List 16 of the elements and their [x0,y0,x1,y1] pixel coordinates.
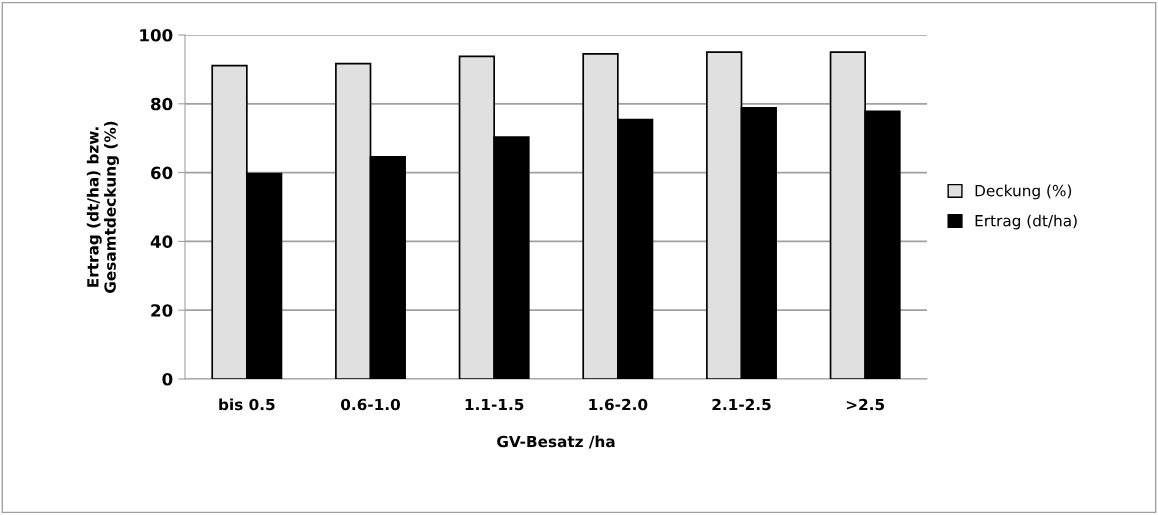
x-tick-label: 0.6-1.0 [341,398,401,411]
y-tick-label: 40 [150,235,173,248]
x-tick-label: 1.6-2.0 [589,398,648,411]
y-tick-label: 80 [151,97,173,111]
legend-label: Ertrag (dt/ha) [975,214,1077,230]
y-axis-title: Ertrag (dt/ha) bzw. Gesamtdeckung (%) [86,121,119,293]
x-tick-label: 1.1-1.5 [465,398,524,411]
x-tick-label: 2.1-2.5 [712,398,771,411]
x-axis-title: GV-Besatz /ha [497,435,615,449]
legend-label: Deckung (%) [975,184,1072,200]
y-tick-label: 20 [151,304,173,317]
y-tick-label: 0 [162,372,173,386]
y-tick-label: 100 [140,28,173,42]
x-tick-label: bis 0.5 [219,398,275,411]
y-tick-label: 60 [151,166,173,180]
x-tick-label: >2.5 [846,398,885,411]
